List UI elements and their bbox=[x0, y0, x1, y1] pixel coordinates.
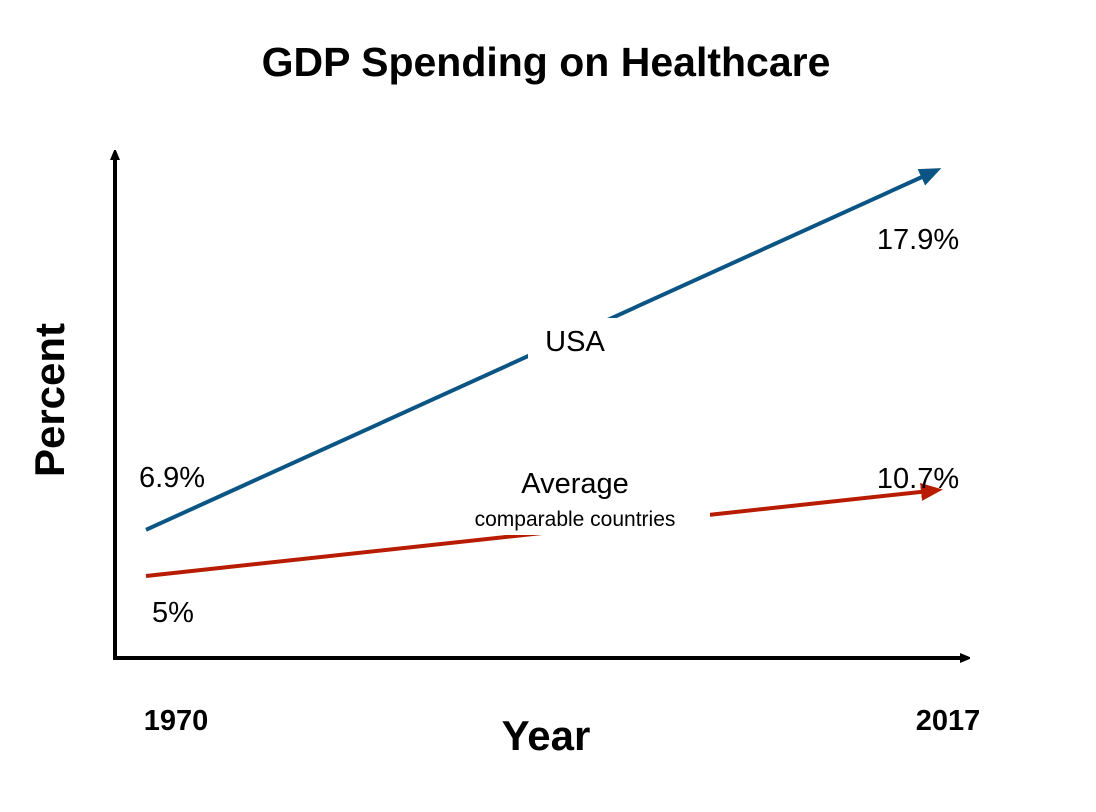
data-label-usa-1970: 6.9% bbox=[139, 462, 205, 494]
series-label-average: Average bbox=[521, 468, 629, 500]
x-tick-label: 1970 bbox=[144, 705, 209, 737]
data-label-average-1970: 5% bbox=[152, 597, 194, 629]
x-axis-label: Year bbox=[502, 712, 591, 759]
y-axis-label: Percent bbox=[26, 323, 73, 477]
chart-title: GDP Spending on Healthcare bbox=[262, 39, 831, 85]
series-label-usa: USA bbox=[545, 326, 605, 358]
label-backdrop bbox=[440, 455, 710, 535]
label-backdrop bbox=[528, 318, 620, 364]
x-tick-label: 2017 bbox=[916, 705, 981, 737]
series-sublabel-average: comparable countries bbox=[475, 508, 676, 531]
data-label-average-2017: 10.7% bbox=[877, 463, 959, 495]
data-label-usa-2017: 17.9% bbox=[877, 224, 959, 256]
